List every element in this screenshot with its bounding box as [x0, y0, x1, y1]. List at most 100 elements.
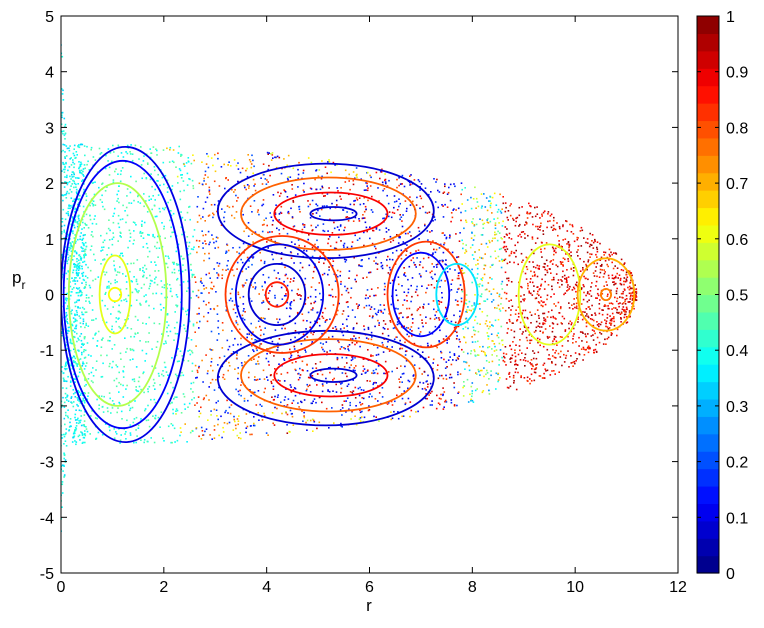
scatter-point	[255, 363, 257, 365]
scatter-point	[402, 241, 405, 243]
scatter-point	[186, 290, 188, 292]
scatter-point	[66, 251, 69, 254]
scatter-point	[225, 252, 227, 254]
scatter-point	[273, 355, 275, 357]
scatter-point	[211, 349, 214, 351]
scatter-point	[77, 399, 79, 401]
scatter-point	[635, 292, 638, 294]
scatter-point	[390, 418, 392, 421]
scatter-point	[66, 260, 68, 262]
scatter-point	[63, 454, 66, 457]
scatter-point	[162, 161, 165, 164]
scatter-point	[283, 399, 286, 401]
scatter-point	[83, 256, 85, 259]
scatter-point	[538, 317, 540, 319]
scatter-point	[480, 257, 483, 259]
scatter-point	[79, 322, 82, 324]
scatter-point	[513, 330, 516, 333]
scatter-point	[77, 291, 79, 294]
scatter-point	[471, 281, 473, 284]
scatter-point	[230, 165, 232, 167]
scatter-point	[512, 376, 515, 379]
scatter-point	[630, 294, 632, 297]
scatter-point	[375, 226, 378, 229]
scatter-point	[557, 279, 560, 281]
scatter-point	[432, 220, 434, 222]
scatter-point	[501, 288, 504, 290]
scatter-point	[574, 283, 577, 286]
scatter-point	[396, 209, 399, 211]
scatter-point	[67, 305, 69, 307]
scatter-point	[606, 338, 609, 340]
scatter-point	[584, 349, 587, 351]
scatter-point	[109, 397, 111, 400]
scatter-point	[129, 407, 132, 410]
scatter-point	[127, 246, 129, 249]
scatter-point	[170, 441, 172, 444]
scatter-point	[64, 411, 67, 414]
scatter-point	[607, 274, 610, 277]
scatter-point	[314, 300, 317, 303]
scatter-point	[539, 226, 541, 228]
scatter-point	[613, 320, 615, 323]
scatter-point	[270, 380, 272, 383]
scatter-point	[473, 329, 475, 332]
scatter-point	[411, 318, 414, 320]
scatter-point	[327, 242, 329, 245]
scatter-point	[77, 145, 79, 147]
scatter-point	[329, 366, 331, 369]
scatter-point	[73, 348, 75, 351]
scatter-point	[465, 303, 468, 305]
scatter-point	[198, 365, 200, 368]
scatter-point	[276, 396, 279, 398]
scatter-point	[173, 161, 175, 164]
scatter-point	[503, 291, 506, 294]
scatter-point	[628, 270, 631, 273]
scatter-point	[429, 231, 431, 233]
scatter-point	[432, 300, 435, 302]
scatter-point	[625, 278, 628, 280]
scatter-point	[450, 320, 453, 323]
scatter-point	[488, 389, 490, 392]
scatter-point	[229, 412, 232, 415]
scatter-point	[61, 276, 64, 278]
scatter-point	[309, 377, 311, 379]
scatter-point	[606, 284, 608, 286]
scatter-point	[314, 243, 316, 246]
scatter-point	[346, 246, 349, 249]
scatter-point	[176, 175, 179, 178]
scatter-point	[213, 213, 215, 216]
scatter-point	[307, 376, 310, 379]
scatter-point	[588, 306, 590, 308]
scatter-point	[515, 309, 517, 311]
scatter-point	[481, 284, 484, 287]
scatter-point	[579, 331, 582, 333]
scatter-point	[517, 371, 519, 374]
scatter-point	[213, 268, 215, 270]
scatter-point	[492, 237, 494, 240]
scatter-point	[267, 297, 269, 300]
scatter-point	[280, 205, 283, 208]
scatter-point	[78, 144, 80, 146]
scatter-point	[85, 263, 87, 266]
scatter-point	[419, 195, 422, 197]
scatter-point	[61, 406, 63, 408]
scatter-point	[170, 381, 172, 384]
scatter-point	[75, 252, 78, 255]
scatter-point	[307, 200, 309, 202]
scatter-point	[440, 350, 442, 353]
scatter-point	[80, 163, 83, 165]
scatter-point	[129, 424, 132, 426]
scatter-point	[263, 378, 266, 380]
scatter-point	[583, 354, 586, 356]
scatter-point	[75, 422, 78, 424]
scatter-point	[90, 146, 93, 149]
scatter-point	[563, 361, 566, 363]
scatter-point	[480, 295, 483, 298]
scatter-point	[85, 428, 88, 430]
scatter-point	[526, 376, 529, 379]
scatter-point	[441, 232, 444, 234]
scatter-point	[176, 396, 178, 398]
scatter-point	[340, 280, 342, 283]
scatter-point	[145, 419, 148, 422]
